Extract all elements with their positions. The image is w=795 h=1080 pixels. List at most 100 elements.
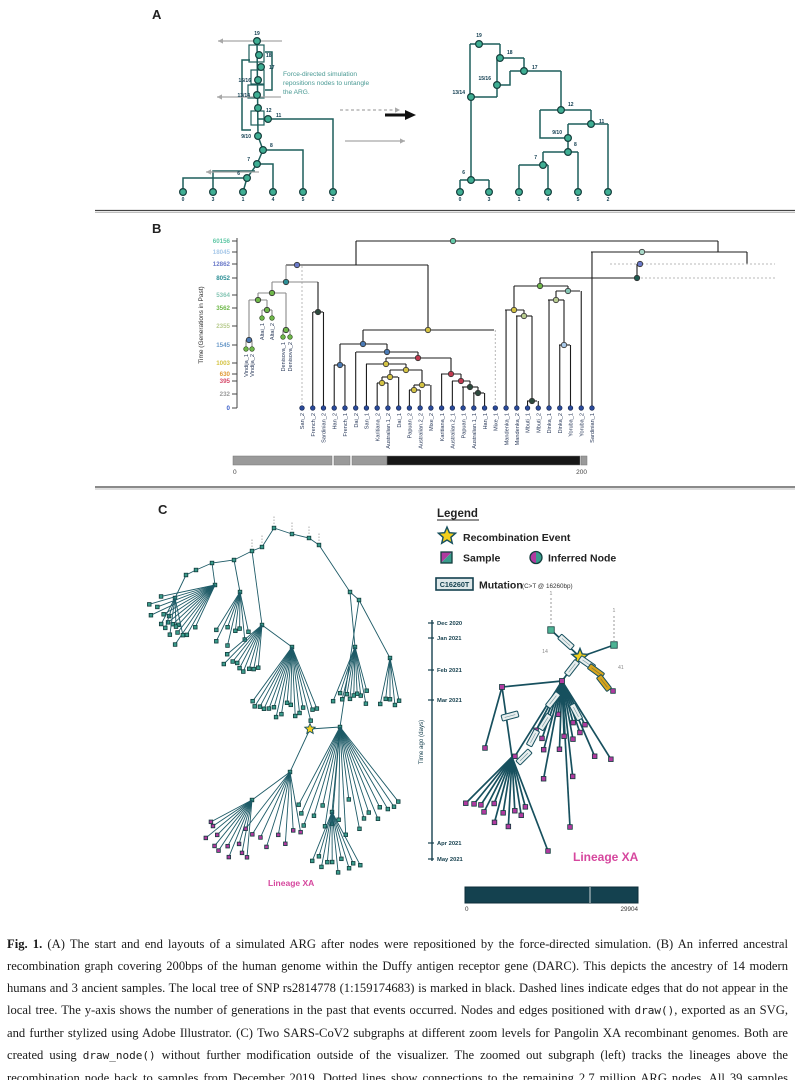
arg-event-node (552, 296, 560, 304)
sample-square (283, 841, 288, 846)
ancient-sample-label: Denisova_1 (281, 342, 287, 372)
arg-event-node (447, 370, 455, 378)
ancient-sample-dot (287, 334, 293, 340)
leaf-square (357, 826, 362, 832)
sample-dot (546, 405, 552, 411)
fan-edge (236, 624, 263, 664)
fan-edge (218, 799, 253, 851)
sample-dot (471, 405, 477, 411)
inferred-node-square (183, 572, 189, 578)
fan-edge (465, 756, 513, 804)
sample-square (556, 746, 563, 752)
leaf-square (250, 698, 255, 704)
fan-edge (169, 597, 176, 635)
fan-edge (331, 811, 342, 859)
fan-edge (174, 597, 184, 636)
arg-node (254, 132, 263, 141)
leaf-square (251, 666, 256, 672)
fan-edge (338, 726, 341, 820)
mutation-box (557, 633, 575, 651)
arg-event-node (263, 306, 271, 314)
panel-a-label: A (152, 7, 162, 22)
arg-leaf-label: 4 (272, 197, 275, 203)
sample-dot (363, 405, 370, 411)
sample-label: Mixe_2 (429, 413, 435, 431)
sample-dot (331, 405, 337, 411)
sample-dot (524, 405, 531, 411)
time-axis-label: Time ago (days) (418, 720, 425, 764)
sample-label: Australian.2_1 (451, 413, 457, 449)
fan-edge (346, 646, 356, 695)
sample-dot (299, 405, 305, 411)
arg-node (264, 114, 273, 123)
ancient-sample-label: Altai_2 (270, 323, 276, 340)
mutation-box-text (530, 733, 536, 743)
arg-event-node (510, 306, 518, 314)
arg-event-node (293, 261, 301, 269)
leaf-square (237, 626, 242, 631)
fan-edge (238, 799, 253, 845)
fan-edge (561, 680, 612, 760)
sample-dot (492, 405, 498, 411)
fan-edge (507, 756, 513, 827)
leaf-square (246, 629, 251, 634)
fan-edge (331, 811, 361, 866)
leaf-square (350, 861, 356, 866)
arg-leaf-label: 2 (332, 197, 335, 203)
arg-event-node (336, 361, 344, 369)
sample-label: Sardinian_2 (322, 413, 328, 443)
fan-edge (149, 584, 216, 605)
sample-label: Dai_1 (397, 413, 403, 428)
fan-edge (277, 771, 291, 835)
arg-event-node (410, 386, 418, 394)
arg-node-label: 7 (247, 157, 250, 163)
sample-square (258, 835, 263, 840)
fan-edge (331, 811, 350, 869)
panel-b-arg: 60156 18045 12862 8052 5364 3562 2355 1545 1003 6… (213, 237, 775, 466)
sample-label: San_1 (365, 413, 371, 429)
fan-edge (263, 646, 293, 709)
mutation-box-text (591, 667, 601, 675)
sample-square (298, 829, 303, 835)
sample-label: French_2 (311, 413, 317, 437)
sample-square (610, 688, 616, 694)
fan-edge (511, 756, 523, 816)
ancient-sample-dot (243, 346, 249, 352)
leaf-square (330, 698, 336, 704)
mutation-box-text (600, 678, 608, 688)
y-tick-label: 5364 (216, 292, 230, 299)
arg-leaf-node (456, 188, 465, 197)
inferred-node-icon (529, 550, 543, 565)
genomic-span-segment (232, 455, 333, 466)
arg-event-node (245, 336, 253, 344)
fan-edge (172, 584, 216, 625)
fan-edge (194, 584, 216, 628)
fan-edge (511, 756, 516, 811)
leaf-square (271, 705, 277, 710)
fan-edge (326, 811, 333, 863)
leaf-square (308, 718, 313, 723)
sample-dot (567, 405, 574, 411)
sample-label: Mixe_1 (494, 413, 500, 431)
fan-edge (339, 726, 395, 807)
y-tick-label: 18045 (213, 249, 231, 256)
leaf-square (261, 706, 267, 711)
leaf-square (167, 632, 173, 637)
mutation-icon: C16260T (435, 577, 474, 591)
backbone-edge (211, 562, 216, 586)
arg-event-node (564, 287, 572, 295)
arg-event-node (638, 248, 646, 256)
fan-edge (246, 799, 253, 858)
fan-edge (291, 646, 296, 717)
sample-dot (406, 405, 413, 411)
arg-node (475, 39, 484, 48)
leaf-square (310, 707, 315, 712)
arg-event-node (414, 354, 422, 362)
arg-node-label: 13/14 (237, 93, 250, 99)
fan-edge (280, 646, 293, 715)
leaf-square (172, 642, 178, 647)
arg-node (467, 176, 476, 185)
genomic-span-segment (351, 455, 388, 466)
leaf-square (297, 710, 302, 716)
y-tick-label: 1003 (216, 360, 230, 367)
